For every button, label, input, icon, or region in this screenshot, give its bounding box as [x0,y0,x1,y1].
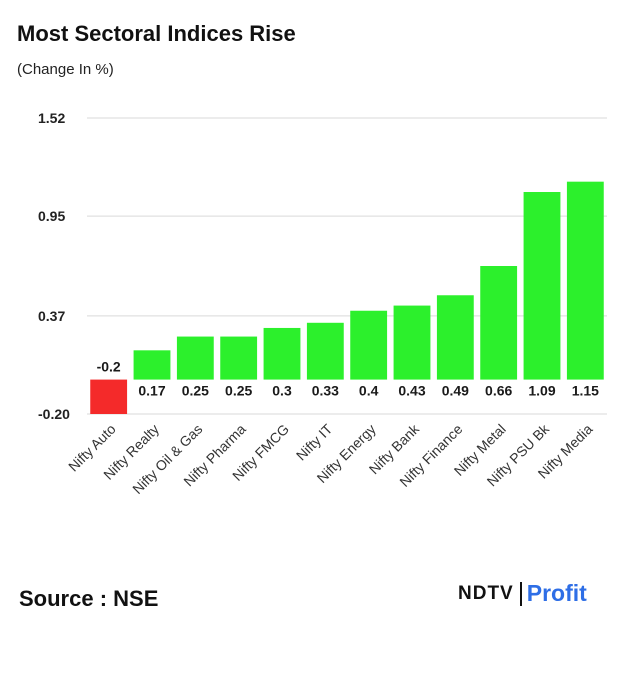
data-label: 0.17 [138,383,165,399]
data-label: 0.25 [225,383,252,399]
data-label: 1.15 [572,383,599,399]
data-label: 0.33 [312,383,339,399]
data-label: 1.09 [528,383,555,399]
brand-sub: Profit [526,580,587,606]
data-label: 0.4 [359,383,379,399]
bar [523,192,561,380]
brand-divider [519,581,522,606]
bar [220,336,258,380]
source-label: Source : NSE [19,586,159,611]
data-label: 0.43 [398,383,425,399]
data-label: 0.49 [442,383,469,399]
y-tick-label: 0.95 [38,208,65,224]
x-tick-label: Nifty IT [293,420,336,463]
chart-subtitle: (Change In %) [17,61,114,78]
y-tick-label: 1.52 [38,110,65,126]
bar [393,305,431,380]
data-label: -0.2 [97,359,121,375]
bar [90,379,128,414]
bar [566,181,604,380]
bar [133,350,171,380]
bar [350,310,388,380]
bar [263,327,301,380]
bar [306,322,344,380]
data-label: 0.25 [182,383,209,399]
ndtv-profit-logo: NDTV Profit [458,580,587,607]
chart-title: Most Sectoral Indices Rise [17,21,296,46]
brand-main: NDTV [458,582,514,604]
y-tick-label: -0.20 [38,406,70,422]
data-label: 0.3 [272,383,292,399]
data-label: 0.66 [485,383,512,399]
bar [480,266,518,380]
y-tick-label: 0.37 [38,308,65,324]
bar [436,295,474,380]
bar [176,336,214,380]
